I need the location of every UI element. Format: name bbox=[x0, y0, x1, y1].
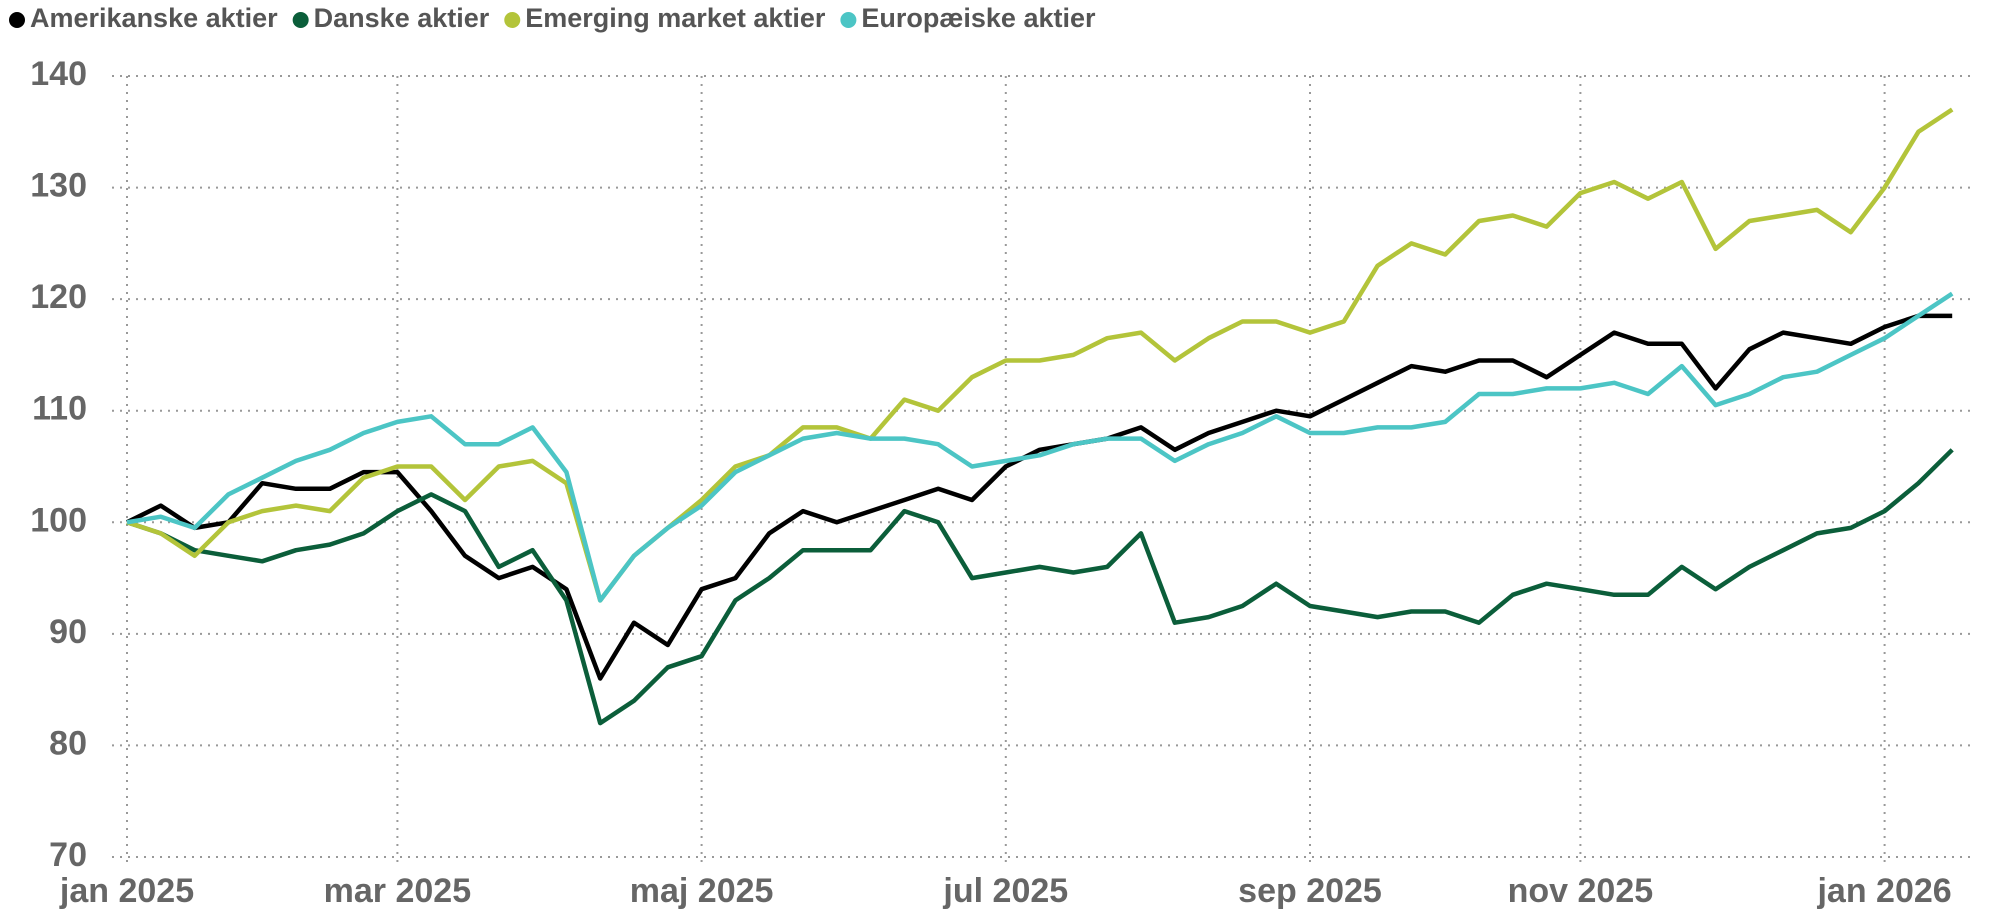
legend-label: Europæiske aktier bbox=[861, 3, 1096, 33]
series-line bbox=[126, 313, 1953, 681]
legend-marker bbox=[840, 12, 857, 28]
x-tick-label: sep 2025 bbox=[1238, 872, 1382, 910]
y-tick-label: 130 bbox=[30, 167, 87, 205]
y-tick-label: 90 bbox=[49, 613, 87, 651]
y-tick-label: 140 bbox=[30, 55, 87, 93]
y-tick-label: 80 bbox=[49, 724, 87, 762]
y-tick-label: 100 bbox=[30, 501, 87, 539]
y-tick-label: 70 bbox=[49, 836, 87, 874]
x-tick-label: maj 2025 bbox=[630, 872, 774, 910]
series-line bbox=[126, 448, 1954, 726]
legend-marker bbox=[9, 12, 25, 28]
legend-marker bbox=[504, 12, 521, 28]
x-tick-label: jul 2025 bbox=[942, 872, 1068, 910]
y-tick-label: 120 bbox=[30, 278, 87, 316]
legend-label: Amerikanske aktier bbox=[30, 3, 278, 33]
legend: Amerikanske aktier Danske aktier Emerging … bbox=[9, 3, 1096, 33]
series-line bbox=[126, 291, 1954, 603]
x-tick-label: jan 2026 bbox=[1816, 872, 1951, 910]
y-tick-label: 110 bbox=[32, 390, 87, 428]
legend-label: Emerging market aktier bbox=[525, 3, 826, 33]
x-tick-label: nov 2025 bbox=[1508, 872, 1654, 910]
series-line bbox=[126, 107, 1954, 603]
legend-label: Danske aktier bbox=[314, 3, 490, 33]
legend-marker bbox=[292, 12, 309, 28]
x-tick-label: mar 2025 bbox=[324, 872, 471, 910]
x-tick-label: jan 2025 bbox=[59, 872, 194, 910]
